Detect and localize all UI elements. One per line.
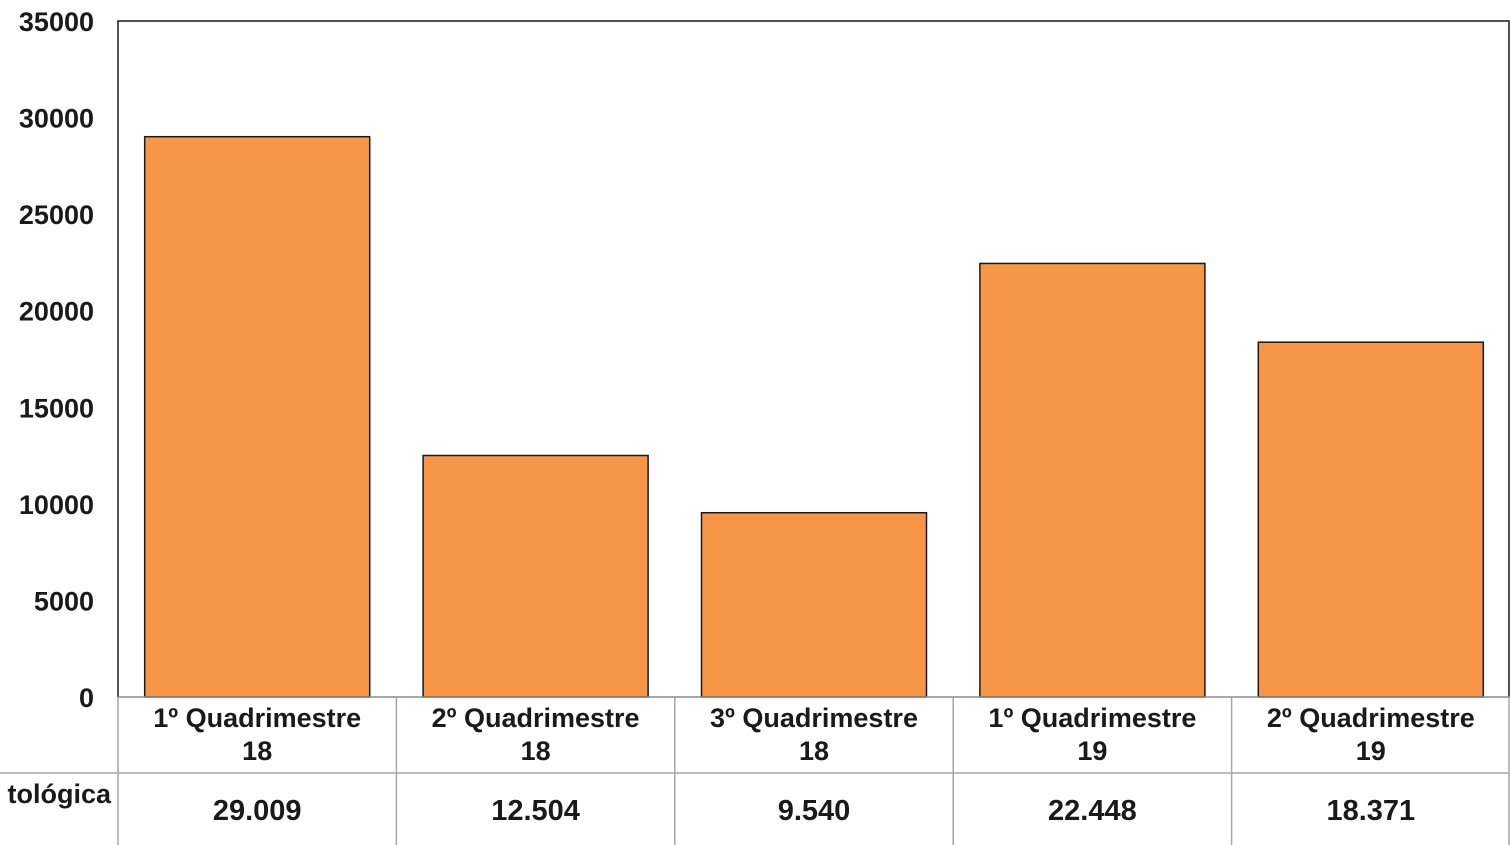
table-row-label: tológica <box>7 779 111 809</box>
y-tick-label: 25000 <box>19 200 94 230</box>
y-tick-label: 30000 <box>19 104 94 134</box>
x-category-label: 18 <box>799 736 829 766</box>
x-category-label: 2º Quadrimestre <box>432 703 640 733</box>
x-category-label: 2º Quadrimestre <box>1267 703 1475 733</box>
y-axis: 0 5000 10000 15000 20000 25000 30000 35000 <box>19 7 94 713</box>
y-tick-label: 15000 <box>19 393 94 423</box>
bar <box>979 262 1206 698</box>
bars <box>143 135 1485 698</box>
table-value-label: 9.540 <box>778 795 851 827</box>
bar <box>422 454 649 698</box>
y-tick-label: 20000 <box>19 297 94 327</box>
table-value-label: 12.504 <box>491 795 580 827</box>
bar <box>1257 341 1485 698</box>
plot-frame <box>117 20 1510 698</box>
y-tick-label: 35000 <box>19 7 94 37</box>
table-value-label: 18.371 <box>1326 795 1415 827</box>
y-tick-label: 5000 <box>34 586 94 616</box>
x-category-label: 18 <box>242 736 272 766</box>
plot-border <box>117 20 1510 697</box>
x-category-label: 18 <box>521 736 551 766</box>
table-value-label: 29.009 <box>213 795 302 827</box>
x-category-label: 1º Quadrimestre <box>153 703 361 733</box>
x-category-label: 19 <box>1356 736 1386 766</box>
table-value-label: 22.448 <box>1048 795 1137 827</box>
bar <box>143 135 371 698</box>
bar <box>700 511 928 698</box>
y-tick-label: 10000 <box>19 490 94 520</box>
x-category-label: 3º Quadrimestre <box>710 703 918 733</box>
x-category-label: 19 <box>1077 736 1107 766</box>
y-tick-label: 0 <box>79 683 94 713</box>
x-category-label: 1º Quadrimestre <box>988 703 1196 733</box>
